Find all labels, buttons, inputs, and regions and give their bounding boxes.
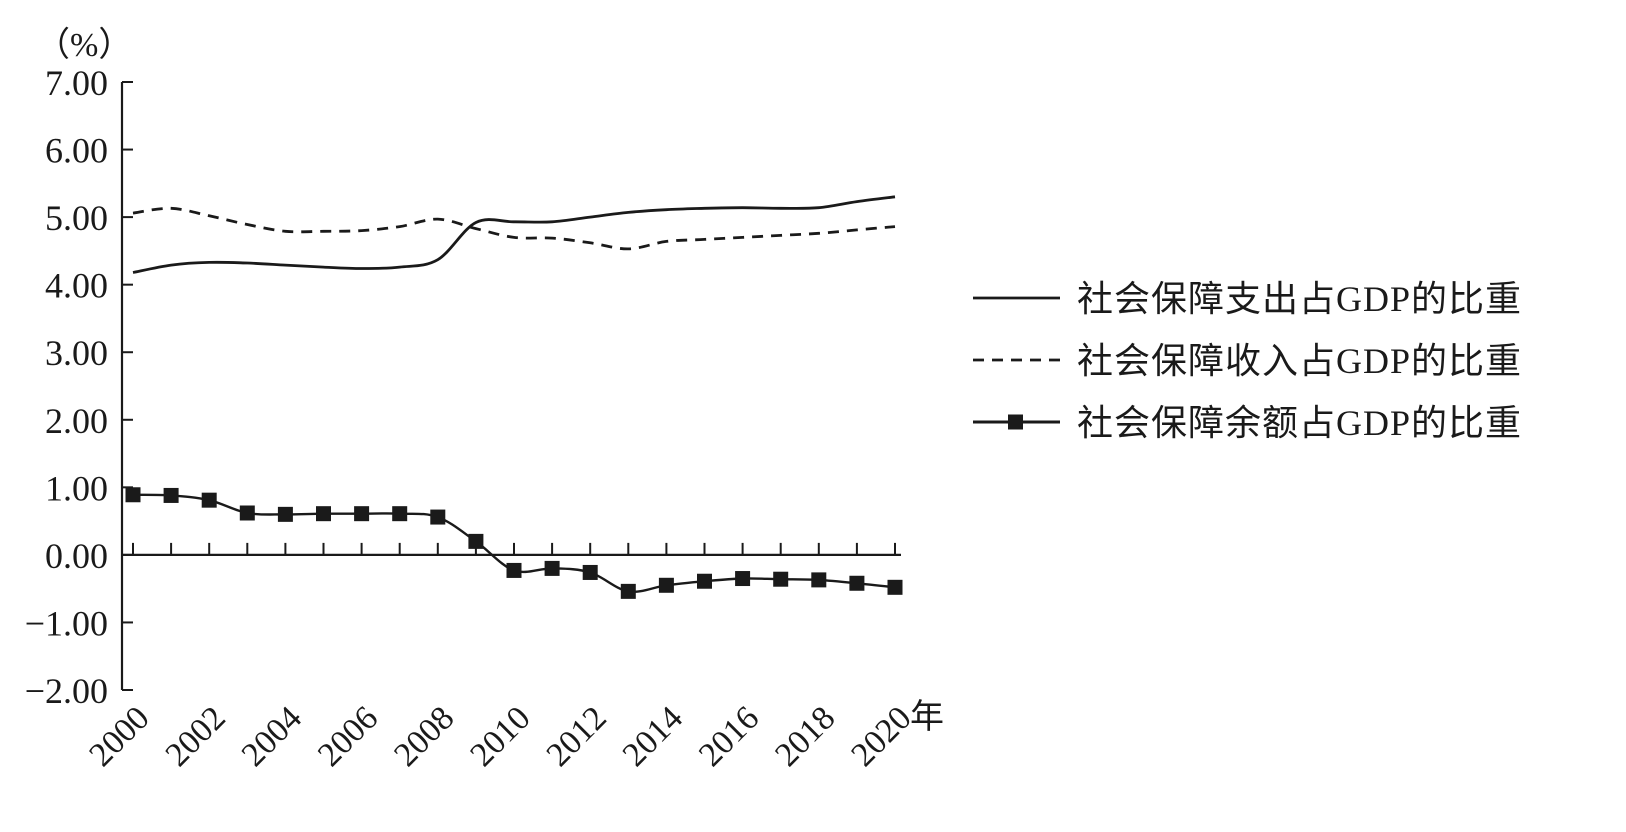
data-point-marker <box>506 562 522 578</box>
x-tick-label: 2006 <box>311 699 385 773</box>
data-point-marker <box>735 571 751 587</box>
y-tick-label: 3.00 <box>45 333 108 373</box>
x-tick-label: 2018 <box>768 699 842 773</box>
y-tick-label: −1.00 <box>25 603 108 643</box>
data-point-marker <box>163 487 179 503</box>
y-tick-label: 7.00 <box>45 63 108 103</box>
x-tick-label: 2004 <box>235 699 309 773</box>
x-unit-label: 年 <box>910 698 944 736</box>
data-point-marker <box>316 506 331 522</box>
legend-label-1: 社会保障支出占GDP的比重 <box>1077 279 1522 319</box>
data-point-marker <box>620 583 636 599</box>
x-tick-label: 2002 <box>159 699 233 773</box>
series-layer <box>125 195 903 599</box>
series-line-1 <box>132 195 896 274</box>
y-tick-label: 0.00 <box>45 536 108 576</box>
data-point-marker <box>430 509 446 525</box>
y-tick-label: 5.00 <box>45 198 108 238</box>
y-tick-label: 6.00 <box>45 131 108 171</box>
data-point-marker <box>277 506 293 522</box>
y-tick-label: −2.00 <box>25 671 108 711</box>
x-tick-label: 2014 <box>616 699 690 773</box>
x-tick-label: 2016 <box>692 699 766 773</box>
x-tick-label: 2012 <box>540 699 614 773</box>
data-point-marker <box>354 506 370 522</box>
legend-label-3: 社会保障余额占GDP的比重 <box>1077 403 1522 443</box>
data-point-marker <box>392 506 408 522</box>
data-point-marker <box>849 575 865 591</box>
data-point-marker <box>697 573 712 589</box>
axes: 7.00 6.00 5.00 4.00 3.00 2.00 1.00 0.00 −1.00 −2.… <box>25 26 944 774</box>
x-tick-label: 2008 <box>387 699 461 773</box>
legend-marker <box>1008 414 1023 430</box>
data-point-marker <box>125 487 141 503</box>
data-point-marker <box>468 533 484 549</box>
x-tick-label: 2020 <box>844 699 918 773</box>
y-tick-label: 1.00 <box>45 468 108 508</box>
data-point-marker <box>811 572 827 588</box>
data-point-marker <box>239 505 255 521</box>
series-line-2 <box>132 206 896 251</box>
y-tick-label: 4.00 <box>45 266 108 306</box>
x-tick-label: 2010 <box>463 699 537 773</box>
data-point-marker <box>582 564 598 580</box>
legend-label-2: 社会保障收入占GDP的比重 <box>1077 341 1522 381</box>
data-point-marker <box>887 579 903 595</box>
data-point-marker <box>658 577 674 593</box>
y-unit-label: （%） <box>36 26 132 64</box>
data-point-marker <box>773 571 789 587</box>
data-point-marker <box>201 492 217 508</box>
y-tick-label: 2.00 <box>45 401 108 441</box>
data-point-marker <box>544 560 560 576</box>
